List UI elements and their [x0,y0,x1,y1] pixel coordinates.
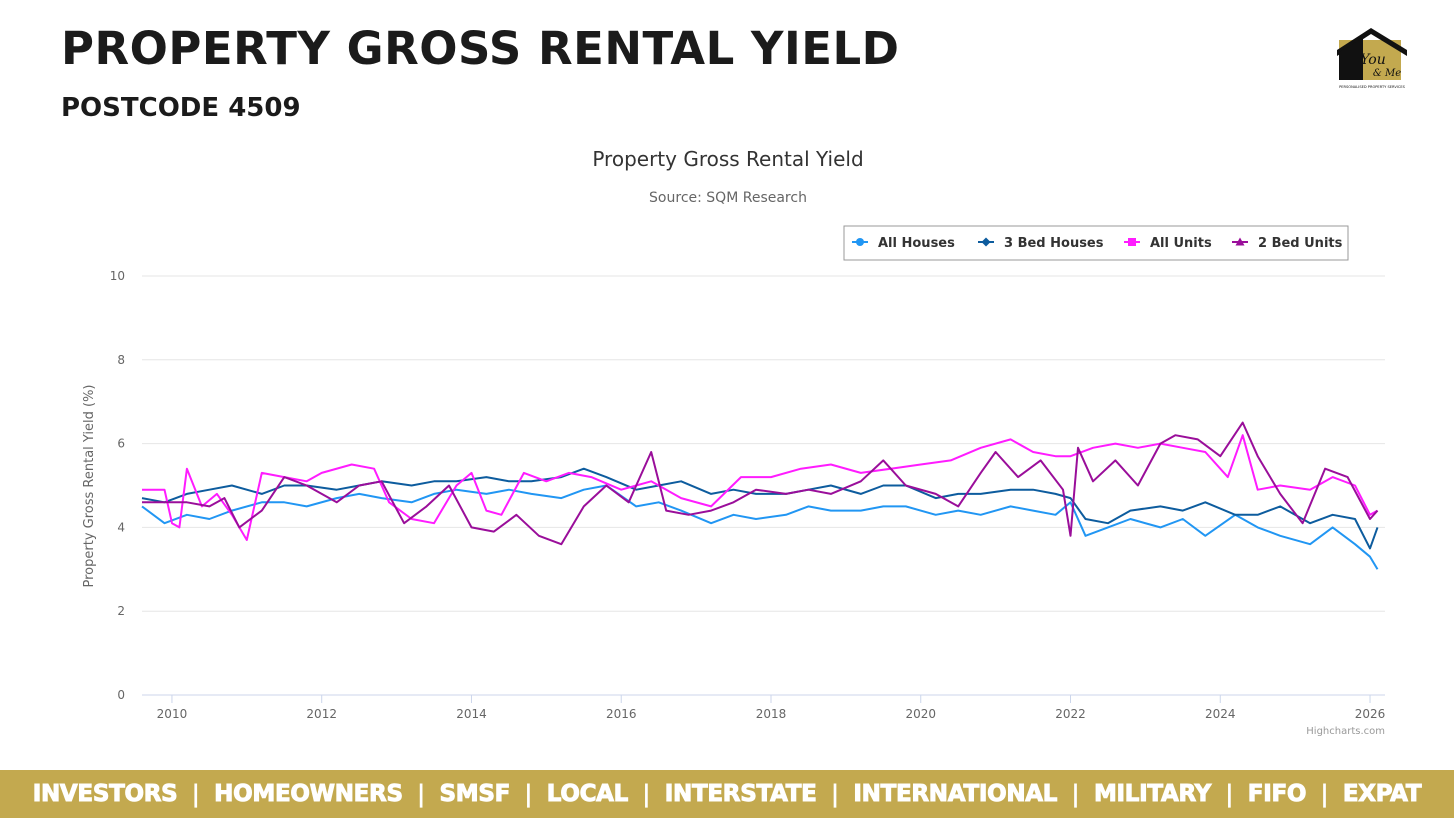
legend-diamond-marker [981,237,991,247]
x-tick-label: 2020 [905,707,936,721]
chart-subtitle: Source: SQM Research [649,190,807,206]
chart-credits[interactable]: Highcharts.com [1306,726,1385,737]
legend-box [843,225,1349,261]
y-tick-label: 8 [117,353,125,367]
footer-separator: | [642,780,651,808]
page-subtitle: POSTCODE 4509 [61,93,301,123]
x-tick-label: 2018 [756,707,787,721]
footer-separator: | [1225,780,1234,808]
footer-separator: | [1071,780,1080,808]
legend-label: All Units [1150,236,1212,251]
y-tick-label: 0 [117,688,125,702]
grid-lines [142,275,1385,696]
x-tick-label: 2014 [456,707,487,721]
footer-separator: | [524,780,533,808]
footer-item-military: MILITARY [1093,781,1212,808]
y-axis-label: Property Gross Rental Yield (%) [82,385,97,588]
x-axis-ticks: 2010 2012 2014 2016 2018 2020 2022 2024 2026 [157,695,1386,721]
legend-item-2-bed-units[interactable]: 2 Bed Units [1232,236,1343,251]
svg-text:& Me: & Me [1373,68,1401,79]
legend-label: 2 Bed Units [1258,236,1343,251]
legend-item-all-houses[interactable]: All Houses [852,236,955,251]
company-logo: You & Me PERSONALISED PROPERTY SERVICES [1337,28,1407,89]
x-tick-label: 2022 [1055,707,1086,721]
series-lines [141,421,1379,570]
x-tick-label: 2026 [1355,707,1386,721]
svg-text:PERSONALISED PROPERTY SERVICES: PERSONALISED PROPERTY SERVICES [1339,85,1406,89]
footer-item-investors: INVESTORS [32,781,178,808]
x-tick-label: 2010 [157,707,188,721]
footer-item-homeowners: HOMEOWNERS [214,781,404,808]
series-line-all-houses[interactable] [141,484,1379,570]
x-tick-label: 2024 [1205,707,1236,721]
footer-separator: | [1320,780,1329,808]
legend-item-all-units[interactable]: All Units [1124,236,1212,251]
legend-label: 3 Bed Houses [1004,236,1104,251]
footer-separator: | [416,780,426,808]
x-tick-label: 2016 [606,707,637,721]
rental-yield-chart: Property Gross Rental Yield Source: SQM … [82,147,1386,737]
legend-label: All Houses [878,236,955,251]
y-tick-label: 6 [117,437,125,451]
footer-item-international: INTERNATIONAL [853,781,1058,808]
y-axis-ticks: 0 2 4 6 8 10 [110,269,125,702]
series-line-2-bed-units[interactable] [142,421,1379,546]
footer-item-local: LOCAL [546,781,629,808]
chart-title: Property Gross Rental Yield [592,147,863,171]
chart-legend[interactable]: All Houses 3 Bed Houses All Units 2 Bed Uni… [843,225,1349,261]
x-tick-label: 2012 [306,707,337,721]
y-tick-label: 10 [110,269,125,283]
footer-item-expat: EXPAT [1342,781,1422,808]
footer-banner: INVESTORS | HOMEOWNERS | SMSF | LOCAL | INTERSTA… [0,770,1454,818]
footer-separator: | [830,780,840,808]
footer-item-fifo: FIFO [1247,781,1307,808]
y-tick-label: 2 [117,604,125,618]
legend-circle-marker [856,238,864,246]
y-tick-label: 4 [117,520,125,534]
footer-item-smsf: SMSF [439,781,511,808]
series-line-all-units[interactable] [142,434,1378,541]
legend-triangle-marker [1235,237,1245,246]
series-line-3-bed-houses[interactable] [141,467,1379,550]
svg-text:You: You [1360,52,1385,68]
legend-square-marker [1128,238,1136,246]
footer-item-interstate: INTERSTATE [664,781,817,808]
footer-separator: | [191,780,201,808]
legend-item-3-bed-houses[interactable]: 3 Bed Houses [978,236,1104,251]
page-title: PROPERTY GROSS RENTAL YIELD [61,22,900,75]
